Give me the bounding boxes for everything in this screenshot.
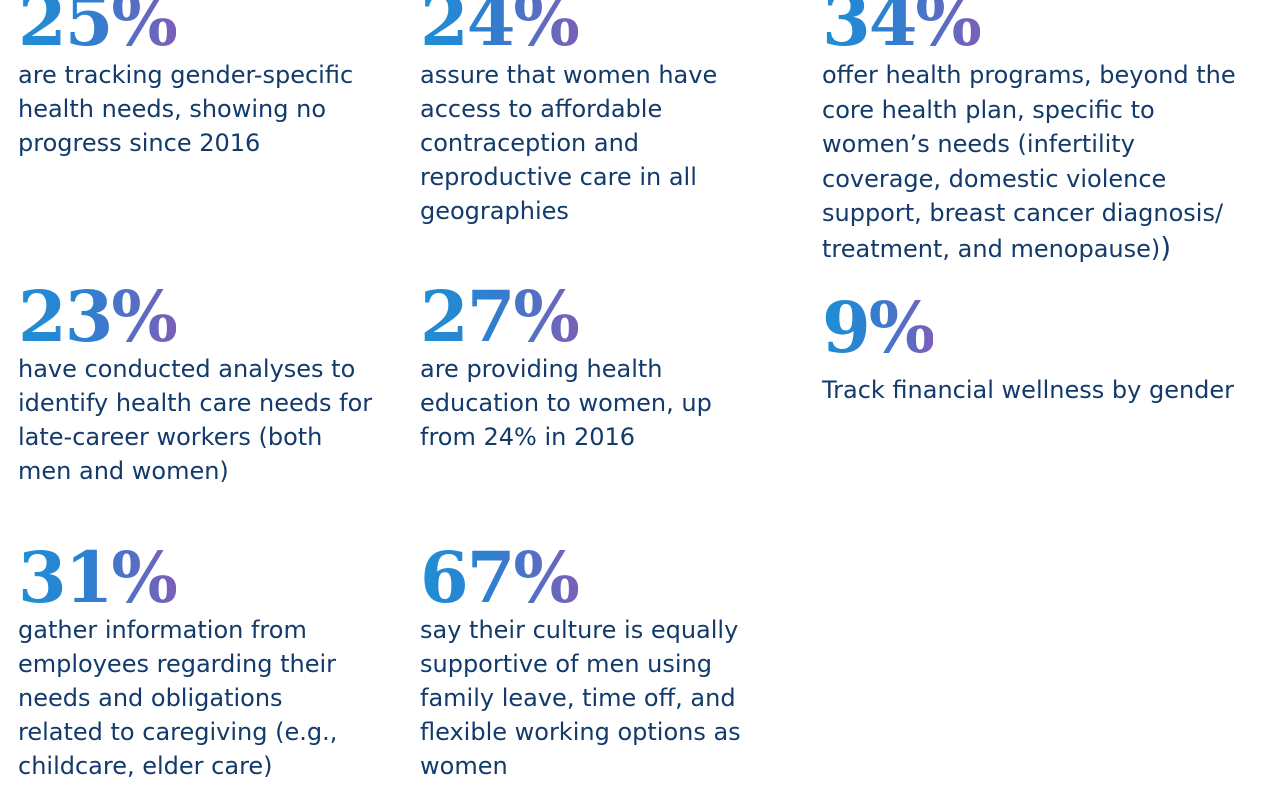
stat-block-financial-wellness: 9% Track financial wellness by gender bbox=[822, 293, 1272, 407]
stat-block-affordable-contraception: 24% assure that women have access to aff… bbox=[420, 0, 800, 228]
stat-percentage: 34% bbox=[822, 0, 982, 56]
stat-percentage: 25% bbox=[18, 0, 178, 56]
stat-block-supportive-culture: 67% say their culture is equally support… bbox=[420, 543, 800, 783]
stat-percentage: 9% bbox=[822, 286, 935, 369]
stat-percentage: 23% bbox=[18, 275, 178, 358]
stat-description-text: offer health programs, beyond the core h… bbox=[822, 61, 1236, 263]
stat-block-caregiving-information: 31% gather information from employees re… bbox=[18, 543, 398, 783]
stat-description: assure that women have access to afforda… bbox=[420, 61, 718, 225]
stat-percentage: 24% bbox=[420, 0, 580, 56]
stat-percentage: 27% bbox=[420, 275, 580, 358]
stat-description-trailing: ) bbox=[1160, 230, 1172, 264]
stat-description: are providing health education to women,… bbox=[420, 355, 712, 451]
stat-description: gather information from employees regard… bbox=[18, 616, 338, 780]
stat-description: are tracking gender-specific health need… bbox=[18, 61, 354, 157]
stat-description: say their culture is equally supportive … bbox=[420, 616, 741, 780]
stat-block-health-programs: 34% offer health programs, beyond the co… bbox=[822, 0, 1272, 266]
stat-block-health-education: 27% are providing health education to wo… bbox=[420, 282, 800, 454]
stat-description: offer health programs, beyond the core h… bbox=[822, 58, 1272, 266]
stat-block-late-career-analyses: 23% have conducted analyses to identify … bbox=[18, 282, 398, 488]
stat-percentage: 67% bbox=[420, 536, 580, 619]
stat-description: Track financial wellness by gender bbox=[822, 376, 1235, 404]
stat-block-tracking-health-needs: 25% are tracking gender-specific health … bbox=[18, 0, 398, 160]
stat-percentage: 31% bbox=[18, 536, 178, 619]
stat-description: have conducted analyses to identify heal… bbox=[18, 355, 373, 485]
